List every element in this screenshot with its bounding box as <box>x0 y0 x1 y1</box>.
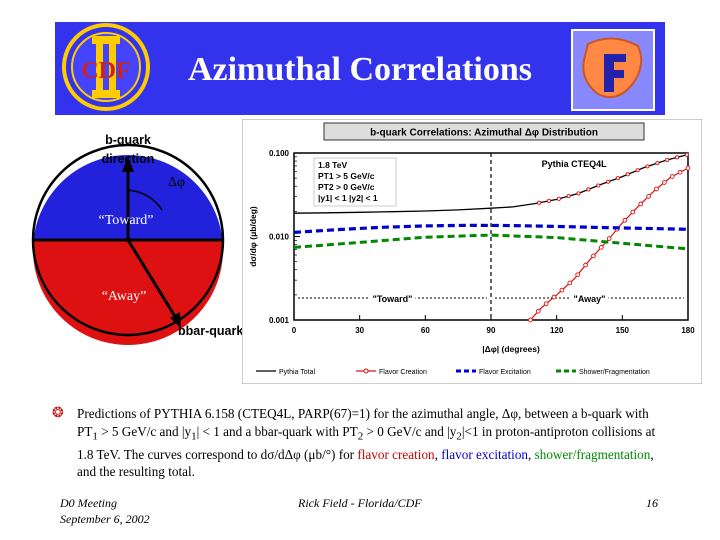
pythia-total-point <box>615 176 621 181</box>
pythia-total-point <box>596 183 601 188</box>
legend-label: Flavor Creation <box>379 369 427 376</box>
flavor-creation-point <box>567 280 573 286</box>
cuts-box <box>313 157 397 207</box>
pythia-total-line <box>293 153 689 214</box>
x-tick-label: 120 <box>550 326 564 335</box>
flavor-creation-point <box>591 253 596 259</box>
y-tick-label: 0.010 <box>269 233 290 242</box>
bquark-label-1: b-quark <box>105 133 151 147</box>
flavor-creation-point <box>575 272 581 278</box>
x-tick-label: 0 <box>292 326 297 335</box>
x-tick-label: 90 <box>487 326 496 335</box>
bbar-label: bbar-quark <box>178 324 243 338</box>
flavor-creation-point <box>551 294 557 300</box>
bullet-icon: ❂ <box>52 405 64 421</box>
footer-author: Rick Field - Florida/CDF <box>298 496 422 510</box>
title-banner <box>55 22 665 115</box>
florida-logo <box>571 29 655 111</box>
bbar-quark-arrow <box>126 239 178 319</box>
y-tick-label: 0.001 <box>269 316 290 325</box>
pythia-total-point <box>684 152 689 157</box>
flavor-creation-point <box>598 244 604 250</box>
x-axis-label: |Δφ| (degrees) <box>482 344 540 354</box>
pythia-total-point <box>675 155 680 160</box>
pythia-total-point <box>665 157 670 162</box>
flavor-creation-point <box>543 301 549 307</box>
legend-label: Pythia Total <box>279 369 316 376</box>
legend-label: Flavor Excitation <box>479 369 531 376</box>
cut-label: |y1| < 1 |y2| < 1 <box>318 193 378 203</box>
flavor-creation-point <box>559 287 565 293</box>
pythia-total-point <box>625 172 630 177</box>
chart-title: b-quark Correlations: Azimuthal Δφ Distr… <box>370 128 598 139</box>
away-range-label: "Away" <box>574 294 606 304</box>
range-label-bg <box>369 293 416 305</box>
toward-range-label: "Toward" <box>373 294 413 304</box>
flavor-creation-point <box>583 262 588 268</box>
y-axis-label: dσ/dφ (μb/deg) <box>248 206 258 267</box>
cut-label: PT1 > 5 GeV/c <box>318 171 375 181</box>
flavor-creation-point <box>535 308 541 314</box>
pythia-total-point <box>645 164 650 169</box>
pythia-total-point <box>546 198 552 203</box>
flavor-creation-point <box>685 165 691 171</box>
pythia-total-point <box>606 179 611 184</box>
slide-title: Azimuthal Correlations <box>187 51 533 88</box>
flavor-creation-point <box>662 180 667 185</box>
pythia-total-point <box>635 168 640 173</box>
range-label-bg <box>570 293 609 305</box>
cut-label: 1.8 TeV <box>318 160 347 170</box>
pythia-total-point <box>566 194 571 199</box>
flavor-creation-point <box>528 317 533 323</box>
x-tick-label: 60 <box>421 326 430 335</box>
flavor-excitation-text: flavor excitation <box>441 446 529 462</box>
flavor-creation-point <box>677 169 683 175</box>
svg-text:CDF: CDF <box>81 58 130 84</box>
model-label: Pythia CTEQ4L <box>542 159 608 169</box>
flavor-creation-point <box>654 186 659 192</box>
toward-away-diagram: b-quark direction Δφ “Toward” “Away” bba… <box>31 133 243 345</box>
pythia-total-point <box>655 161 660 166</box>
pythia-total-point <box>576 191 581 196</box>
legend-label: Shower/Fragmentation <box>579 369 650 376</box>
pythia-total-point <box>586 187 591 192</box>
description-paragraph: ❂ Predictions of PYTHIA 6.158 (CTEQ4L, P… <box>52 405 656 480</box>
flavor-creation-point <box>646 194 651 199</box>
x-tick-label: 30 <box>355 326 364 335</box>
pythia-total-point <box>537 200 542 205</box>
footer-meeting: D0 Meeting <box>60 496 117 510</box>
shower-text: shower/fragmentation <box>534 446 651 462</box>
page-number: 16 <box>646 496 658 510</box>
legend-marker <box>363 368 369 374</box>
flavor-creation-point <box>606 236 612 241</box>
cdf-logo: CDF <box>62 23 150 111</box>
bquark-label-2: direction <box>102 152 155 166</box>
cut-label: PT2 > 0 GeV/c <box>318 182 375 192</box>
flavor-creation-text: flavor creation <box>357 446 435 462</box>
flavor-creation-point <box>622 217 628 223</box>
phi-distribution-chart: b-quark Correlations: Azimuthal Δφ Distr… <box>242 119 702 384</box>
delta-phi-label: Δφ <box>168 175 185 190</box>
x-tick-label: 180 <box>681 326 695 335</box>
flavor-creation-point <box>630 209 636 215</box>
x-tick-label: 150 <box>616 326 630 335</box>
flavor-creation-point <box>669 174 675 179</box>
y-tick-label: 0.100 <box>269 149 290 158</box>
toward-label: “Toward” <box>99 213 154 228</box>
pythia-total-point <box>556 196 561 201</box>
away-label: “Away” <box>102 289 147 304</box>
footer-date: September 6, 2002 <box>60 512 150 526</box>
flavor-creation-point <box>638 201 644 207</box>
